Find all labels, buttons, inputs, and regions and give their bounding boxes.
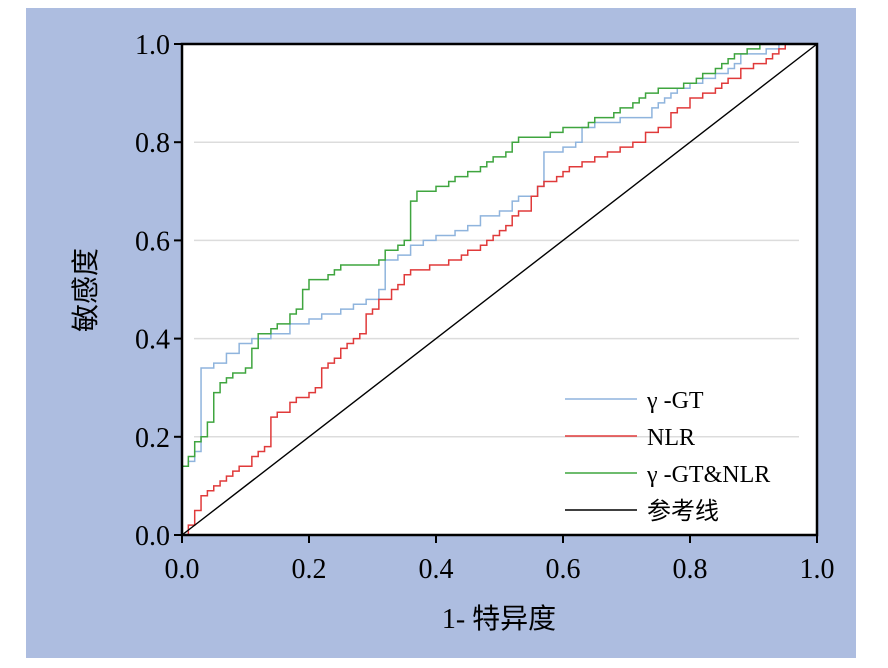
axis-ticks: 0.0 0.2 0.4 0.6 0.8 1.0 0.0 0.2 0.4 0.6 0.8 1.0 — [135, 30, 835, 585]
y-tick-label: 0.2 — [135, 423, 170, 454]
x-tick-label: 0.2 — [292, 554, 327, 585]
grid-lines — [194, 141, 799, 438]
series-layer — [181, 43, 818, 536]
legend: γ -GT NLR γ -GT&NLR 参考线 — [565, 388, 770, 525]
y-tick-label: 0.6 — [135, 226, 170, 257]
legend-label: 参考线 — [647, 498, 719, 525]
x-tick-label: 0.6 — [546, 554, 581, 585]
series-line-1 — [182, 43, 817, 536]
legend-label: NLR — [647, 425, 695, 451]
y-axis-label: 敏感度 — [70, 248, 102, 332]
x-tick-label: 0.0 — [165, 554, 200, 585]
x-tick-label: 0.8 — [673, 554, 708, 585]
x-axis-label: 1- 特异度 — [442, 603, 556, 635]
x-tick-label: 1.0 — [800, 554, 835, 585]
legend-label: γ -GT&NLR — [646, 462, 770, 488]
series-line-0 — [181, 43, 817, 535]
legend-label: γ -GT — [646, 388, 704, 414]
y-tick-label: 1.0 — [135, 30, 170, 61]
series-line-3 — [181, 43, 818, 536]
y-tick-label: 0.4 — [135, 325, 170, 356]
plot-border — [180, 42, 819, 537]
y-tick-label: 0.8 — [135, 128, 170, 159]
y-tick-label: 0.0 — [135, 521, 170, 552]
x-tick-label: 0.4 — [419, 554, 454, 585]
series-line-2 — [181, 43, 817, 535]
